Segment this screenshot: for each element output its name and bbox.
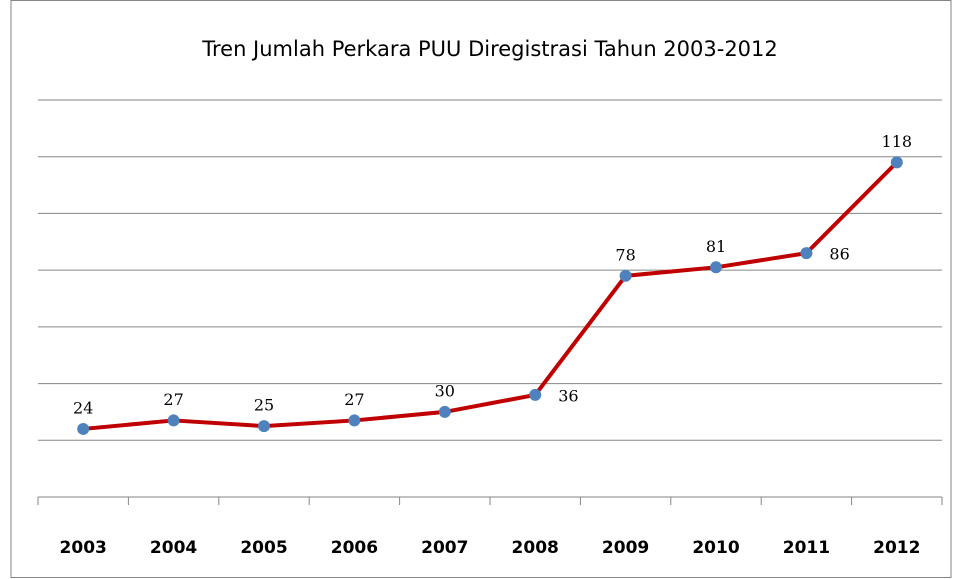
data-label: 118 (882, 132, 913, 151)
x-tick-label: 2003 (60, 538, 107, 558)
data-label: 24 (73, 398, 93, 417)
data-point (77, 422, 90, 435)
x-tick-label: 2012 (873, 538, 920, 558)
data-label: 30 (435, 381, 455, 400)
x-tick-label: 2006 (331, 538, 378, 558)
chart-frame (10, 0, 952, 578)
data-label: 27 (344, 390, 364, 409)
data-label: 78 (615, 245, 635, 264)
data-point (348, 414, 361, 427)
data-label: 86 (829, 245, 849, 264)
x-tick-label: 2004 (150, 538, 197, 558)
x-tick-label: 2011 (783, 538, 830, 558)
data-point (529, 388, 542, 401)
x-tick-label: 2007 (421, 538, 468, 558)
data-point (258, 420, 270, 433)
data-point (800, 247, 813, 260)
data-point (890, 156, 903, 169)
data-label: 81 (706, 237, 726, 256)
x-tick-label: 2009 (602, 538, 649, 558)
x-tick-label: 2008 (512, 538, 559, 558)
data-line (83, 160, 899, 431)
data-point (167, 414, 180, 427)
data-point (619, 269, 632, 282)
data-label: 27 (163, 390, 183, 409)
x-tick-label: 2010 (692, 538, 739, 558)
data-label: 25 (254, 396, 274, 415)
x-tick-label: 2005 (240, 538, 287, 558)
data-point (710, 261, 722, 274)
data-label: 36 (558, 386, 578, 405)
data-point (438, 405, 451, 418)
chart-title: Tren Jumlah Perkara PUU Diregistrasi Tah… (201, 37, 778, 61)
